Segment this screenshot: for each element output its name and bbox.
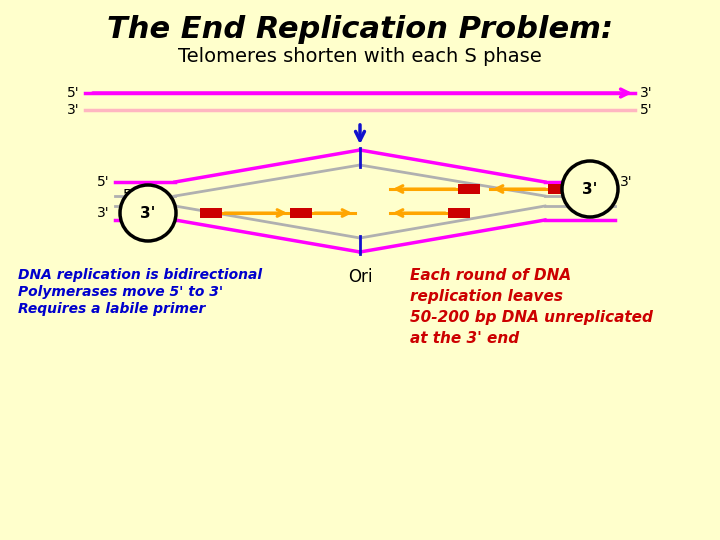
Text: 5': 5' — [123, 188, 135, 202]
Bar — [548, 184, 570, 194]
Circle shape — [120, 185, 176, 241]
Text: 5': 5' — [600, 197, 613, 211]
Text: Polymerases move 5' to 3': Polymerases move 5' to 3' — [18, 285, 223, 299]
Text: 3': 3' — [68, 103, 80, 117]
Circle shape — [562, 161, 618, 217]
Text: DNA replication is bidirectional: DNA replication is bidirectional — [18, 268, 262, 282]
Text: 3': 3' — [620, 175, 633, 189]
Text: Each round of DNA
replication leaves
50-200 bp DNA unreplicated
at the 3' end: Each round of DNA replication leaves 50-… — [410, 268, 653, 346]
Bar — [290, 208, 312, 218]
Text: The End Replication Problem:: The End Replication Problem: — [107, 16, 613, 44]
Bar — [448, 208, 470, 218]
Text: 3': 3' — [140, 206, 156, 220]
Text: Requires a labile primer: Requires a labile primer — [18, 302, 205, 316]
Text: 3': 3' — [97, 206, 110, 220]
Text: 5': 5' — [97, 175, 110, 189]
Bar — [458, 184, 480, 194]
Text: 3': 3' — [582, 181, 598, 197]
Text: Ori: Ori — [348, 268, 372, 286]
Text: 5': 5' — [68, 86, 80, 100]
Text: 5': 5' — [640, 103, 652, 117]
Bar — [200, 208, 222, 218]
Text: Telomeres shorten with each S phase: Telomeres shorten with each S phase — [178, 48, 542, 66]
Text: 3': 3' — [640, 86, 652, 100]
